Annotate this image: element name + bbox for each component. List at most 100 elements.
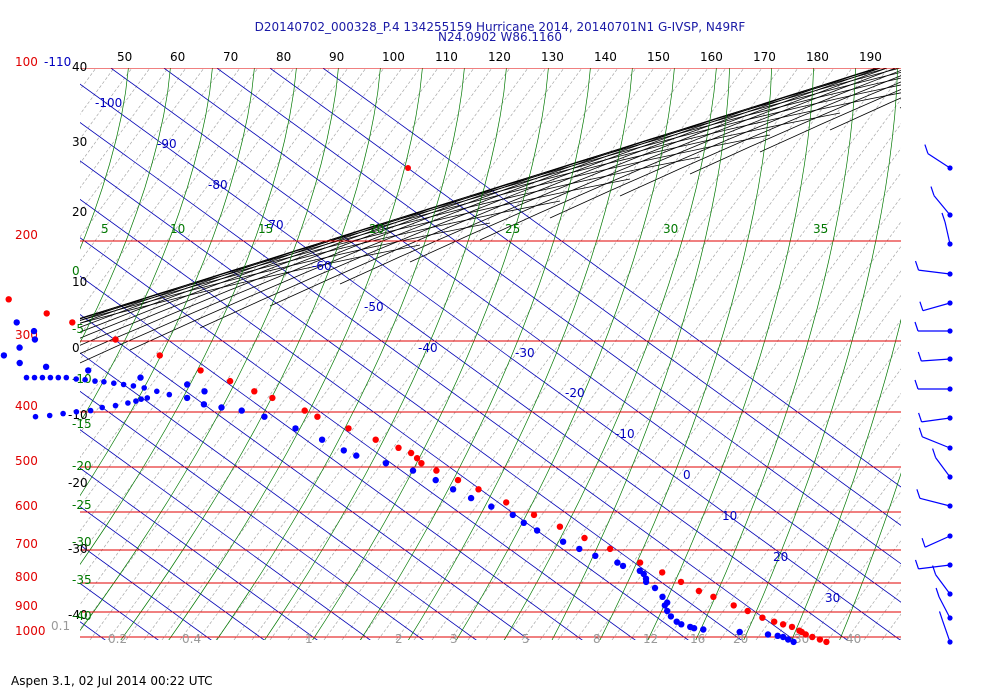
dry-adiabat-line xyxy=(129,68,882,351)
mixing-ratio-line xyxy=(485,74,901,640)
moist-adiabat-line xyxy=(312,68,549,640)
mixing-ratio-line xyxy=(323,68,745,640)
trace-point xyxy=(651,584,659,592)
trace-point xyxy=(576,545,583,553)
mixing-ratio-line xyxy=(990,68,1000,640)
mixing-ratio-line xyxy=(899,638,901,640)
trace-point xyxy=(774,632,781,639)
isotherm-label: 30 xyxy=(825,591,840,605)
isotherm-line xyxy=(80,83,848,640)
trace-point xyxy=(130,383,137,389)
temperature-trace xyxy=(5,296,830,646)
trace-point xyxy=(636,559,644,566)
mixing-ratio-label: 2 xyxy=(395,632,403,646)
mixing-ratio-line xyxy=(936,68,1000,640)
trace-point xyxy=(73,376,79,382)
trace-point xyxy=(16,344,23,351)
trace-point xyxy=(788,623,796,631)
trace-point xyxy=(700,626,707,633)
trace-point xyxy=(82,376,88,383)
trace-point xyxy=(137,374,144,381)
isotherm-label: -40 xyxy=(418,341,438,355)
top-temperature-label: 50 xyxy=(117,50,132,64)
top-temperature-label: 150 xyxy=(647,50,670,64)
mixing-ratio-line xyxy=(359,68,781,640)
trace-point xyxy=(659,569,666,576)
dewpoint-trace xyxy=(0,319,797,646)
top-temperature-label: 170 xyxy=(753,50,776,64)
dry-adiabat-line xyxy=(80,71,901,346)
wind-barb-flag xyxy=(916,489,921,499)
mixing-ratio-line xyxy=(413,68,835,640)
left-temperature-label: 20 xyxy=(72,205,87,219)
wind-barb-flag xyxy=(932,448,937,458)
moist-adiabat-line xyxy=(80,68,297,565)
wind-barb-shaft xyxy=(918,269,951,275)
trace-point xyxy=(764,631,772,638)
trace-point xyxy=(779,633,787,641)
left-temperature-label: 40 xyxy=(72,60,87,74)
moist-adiabat-line xyxy=(168,68,423,640)
trace-point xyxy=(592,552,599,559)
mixing-ratio-line xyxy=(80,68,241,287)
grid-lines xyxy=(0,42,1000,649)
sounding-traces xyxy=(0,165,830,646)
mixing-ratio-line xyxy=(80,68,421,532)
dry-adiabat-line xyxy=(619,75,901,197)
isotherm-label: -20 xyxy=(565,386,585,400)
mixing-ratio-line xyxy=(197,68,619,640)
trace-point xyxy=(759,614,766,621)
wind-barbs xyxy=(914,144,953,645)
theta-e-left-label: -15 xyxy=(72,417,92,431)
wind-barb-flag xyxy=(924,144,929,154)
trace-point xyxy=(55,374,62,381)
mixing-ratio-line xyxy=(521,123,901,640)
trace-point xyxy=(695,587,703,595)
dry-adiabat-line xyxy=(689,81,901,175)
isotherm-line xyxy=(80,429,371,640)
trace-point xyxy=(218,404,225,411)
isotherm-line xyxy=(163,68,901,603)
mixing-ratio-label: 8 xyxy=(593,632,601,646)
top-temperature-label: 140 xyxy=(594,50,617,64)
trace-point xyxy=(16,359,23,367)
mixing-ratio-label: 16 xyxy=(690,632,705,646)
isotherm-line xyxy=(0,42,12,649)
theta-e-label: 35 xyxy=(813,222,828,236)
theta-e-label: 20 xyxy=(369,222,384,236)
pressure-tick-label: 200 xyxy=(15,228,38,242)
isotherm-line xyxy=(110,68,901,640)
mixing-ratio-line xyxy=(269,68,691,640)
mixing-ratio-line xyxy=(125,68,547,640)
trace-point xyxy=(112,402,119,409)
mixing-ratio-line xyxy=(80,68,439,557)
mixing-ratio-line xyxy=(629,270,901,640)
isotherm-line xyxy=(80,390,424,640)
isotherm-line xyxy=(80,122,795,640)
trace-point xyxy=(31,374,38,381)
mixing-ratio-line xyxy=(665,319,901,640)
trace-point xyxy=(533,527,541,534)
trace-point xyxy=(784,636,792,643)
theta-e-label: 10 xyxy=(170,222,185,236)
mixing-ratio-line xyxy=(683,343,901,640)
left-temperature-label: -40 xyxy=(68,608,88,622)
trace-point xyxy=(413,455,421,462)
isotherm-label: -70 xyxy=(264,218,284,232)
theta-e-left-label: -30 xyxy=(72,535,92,549)
trace-point xyxy=(353,452,360,459)
trace-point xyxy=(405,165,411,171)
trace-point xyxy=(744,607,751,615)
mixing-ratio-label: 12 xyxy=(643,632,658,646)
mixing-ratio-line xyxy=(0,68,78,640)
mixing-ratio-line xyxy=(377,68,799,640)
trace-point xyxy=(409,467,417,474)
trace-point xyxy=(197,367,204,374)
wind-barb-flag xyxy=(914,260,920,271)
mixing-ratio-label: 0.4 xyxy=(182,632,201,646)
mixing-ratio-line xyxy=(539,147,901,640)
wind-barb-shaft xyxy=(935,457,951,478)
mixing-ratio-line xyxy=(80,68,169,189)
moist-adiabat-line xyxy=(695,68,856,640)
top-temperature-label: 90 xyxy=(329,50,344,64)
